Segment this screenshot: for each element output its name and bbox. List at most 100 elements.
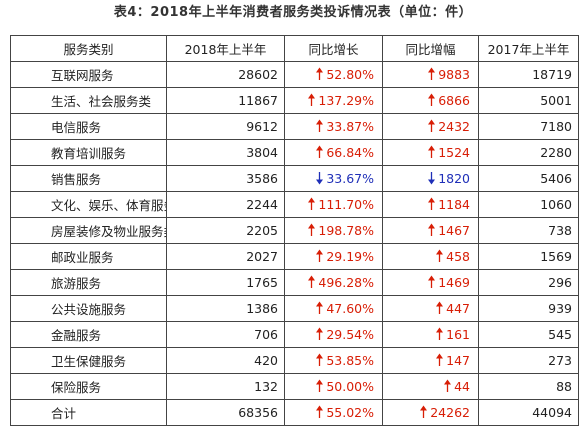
growth-pct-cell: 55.02% <box>284 399 383 426</box>
category-cell: 销售服务 <box>10 165 167 192</box>
growth-abs-value: 2432 <box>438 119 470 134</box>
growth-abs-value: 1469 <box>438 275 470 290</box>
growth-abs-cell: 2432 <box>382 113 479 140</box>
total-row: 合计 68356 55.02% 24262 44094 <box>10 399 579 426</box>
growth-pct-cell: 47.60% <box>284 295 383 322</box>
table-row: 公共设施服务 1386 47.60% 447 939 <box>10 295 579 322</box>
growth-pct-value: 111.70% <box>318 197 374 212</box>
growth-abs-cell: 147 <box>382 347 479 374</box>
value-2018-cell: 3804 <box>166 139 285 166</box>
growth-abs-value: 1467 <box>438 223 470 238</box>
growth-abs-value: 1184 <box>438 197 470 212</box>
growth-pct-value: 496.28% <box>318 275 374 290</box>
value-2018-cell: 11867 <box>166 87 285 114</box>
value-2018-cell: 28602 <box>166 61 285 88</box>
up-arrow-icon <box>315 405 324 419</box>
category-cell: 互联网服务 <box>10 61 167 88</box>
category-cell: 房屋装修及物业服务类 <box>10 217 167 244</box>
table-row: 文化、娱乐、体育服务 2244 111.70% 1184 1060 <box>10 191 579 218</box>
up-arrow-icon <box>315 119 324 133</box>
value-2017-cell: 2280 <box>478 139 579 166</box>
category-cell: 电信服务 <box>10 113 167 140</box>
category-cell: 旅游服务 <box>10 269 167 296</box>
growth-abs-cell: 9883 <box>382 61 479 88</box>
value-2017-cell: 738 <box>478 217 579 244</box>
growth-pct-cell: 50.00% <box>284 373 383 400</box>
growth-pct-value: 50.00% <box>326 379 374 394</box>
growth-abs-value: 24262 <box>430 405 470 420</box>
value-2018-cell: 132 <box>166 373 285 400</box>
category-cell: 文化、娱乐、体育服务 <box>10 191 167 218</box>
growth-pct-cell: 66.84% <box>284 139 383 166</box>
table-row: 保险服务 132 50.00% 44 88 <box>10 373 579 400</box>
growth-pct-value: 55.02% <box>326 405 374 420</box>
complaints-table-container: 服务类别 2018年上半年 同比增长 同比增幅 2017年上半年 互联网服务 28… <box>10 35 579 426</box>
value-2018-cell: 3586 <box>166 165 285 192</box>
header-row: 服务类别 2018年上半年 同比增长 同比增幅 2017年上半年 <box>10 35 579 62</box>
up-arrow-icon <box>427 93 436 107</box>
value-2017-cell: 5001 <box>478 87 579 114</box>
table-row: 旅游服务 1765 496.28% 1469 296 <box>10 269 579 296</box>
growth-pct-value: 33.67% <box>326 171 374 186</box>
value-2017-cell: 5406 <box>478 165 579 192</box>
growth-pct-cell: 53.85% <box>284 347 383 374</box>
table-row: 电信服务 9612 33.87% 2432 7180 <box>10 113 579 140</box>
category-cell: 公共设施服务 <box>10 295 167 322</box>
complaints-table: 服务类别 2018年上半年 同比增长 同比增幅 2017年上半年 互联网服务 28… <box>10 35 579 426</box>
up-arrow-icon <box>307 93 316 107</box>
growth-abs-cell: 1469 <box>382 269 479 296</box>
category-cell: 合计 <box>10 399 167 426</box>
down-arrow-icon <box>315 171 324 185</box>
up-arrow-icon <box>435 353 444 367</box>
growth-pct-value: 29.19% <box>326 249 374 264</box>
up-arrow-icon <box>427 119 436 133</box>
up-arrow-icon <box>419 405 428 419</box>
header-2017h1: 2017年上半年 <box>478 35 579 62</box>
value-2017-cell: 296 <box>478 269 579 296</box>
value-2017-cell: 44094 <box>478 399 579 426</box>
growth-abs-value: 147 <box>446 353 470 368</box>
growth-abs-value: 1820 <box>438 171 470 186</box>
growth-abs-cell: 6866 <box>382 87 479 114</box>
value-2017-cell: 7180 <box>478 113 579 140</box>
value-2017-cell: 1569 <box>478 243 579 270</box>
up-arrow-icon <box>443 379 452 393</box>
growth-abs-cell: 1524 <box>382 139 479 166</box>
table-row: 互联网服务 28602 52.80% 9883 18719 <box>10 61 579 88</box>
up-arrow-icon <box>435 249 444 263</box>
up-arrow-icon <box>315 353 324 367</box>
up-arrow-icon <box>427 145 436 159</box>
table-row: 房屋装修及物业服务类 2205 198.78% 1467 738 <box>10 217 579 244</box>
growth-pct-value: 198.78% <box>318 223 374 238</box>
up-arrow-icon <box>315 301 324 315</box>
value-2018-cell: 1765 <box>166 269 285 296</box>
table-row: 销售服务 3586 33.67% 1820 5406 <box>10 165 579 192</box>
up-arrow-icon <box>427 67 436 81</box>
header-growth-abs: 同比增幅 <box>382 35 479 62</box>
growth-abs-value: 9883 <box>438 67 470 82</box>
growth-abs-cell: 1184 <box>382 191 479 218</box>
up-arrow-icon <box>435 301 444 315</box>
up-arrow-icon <box>315 327 324 341</box>
up-arrow-icon <box>427 197 436 211</box>
value-2018-cell: 68356 <box>166 399 285 426</box>
growth-abs-value: 447 <box>446 301 470 316</box>
category-cell: 生活、社会服务类 <box>10 87 167 114</box>
growth-pct-cell: 137.29% <box>284 87 383 114</box>
value-2017-cell: 545 <box>478 321 579 348</box>
growth-pct-cell: 33.87% <box>284 113 383 140</box>
growth-pct-cell: 29.19% <box>284 243 383 270</box>
category-cell: 金融服务 <box>10 321 167 348</box>
growth-pct-cell: 496.28% <box>284 269 383 296</box>
table-body: 互联网服务 28602 52.80% 9883 18719 生活、社会服务类 11867 13… <box>10 61 579 426</box>
growth-abs-cell: 44 <box>382 373 479 400</box>
up-arrow-icon <box>307 223 316 237</box>
value-2017-cell: 1060 <box>478 191 579 218</box>
up-arrow-icon <box>315 145 324 159</box>
growth-abs-value: 161 <box>446 327 470 342</box>
table-row: 卫生保健服务 420 53.85% 147 273 <box>10 347 579 374</box>
up-arrow-icon <box>307 275 316 289</box>
value-2018-cell: 1386 <box>166 295 285 322</box>
down-arrow-icon <box>427 171 436 185</box>
up-arrow-icon <box>427 275 436 289</box>
